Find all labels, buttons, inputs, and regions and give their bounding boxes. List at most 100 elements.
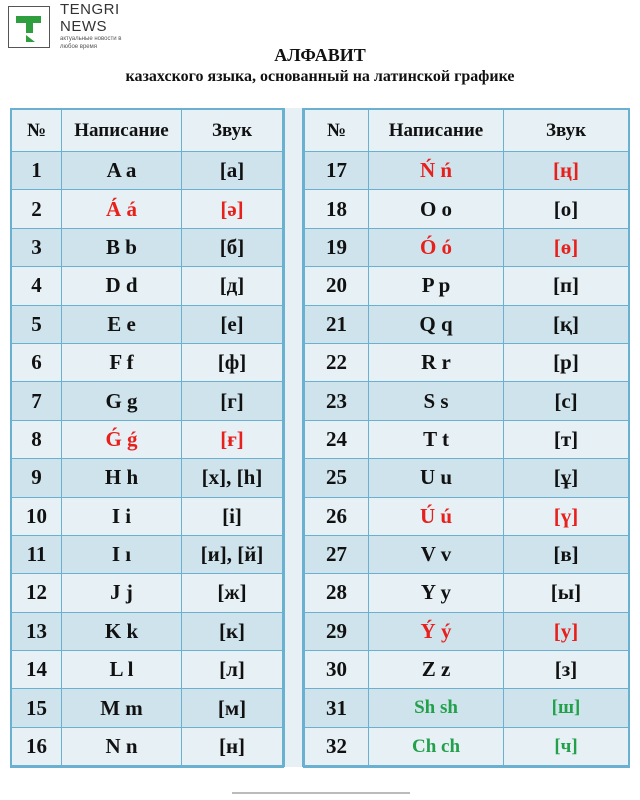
cell-sound: [ө] bbox=[504, 228, 628, 268]
cell-number: 16 bbox=[12, 727, 62, 767]
cell-number: 10 bbox=[12, 497, 62, 536]
header-sound: Звук bbox=[504, 110, 628, 152]
cell-sound: [ң] bbox=[504, 152, 628, 191]
cell-letter: I ı bbox=[62, 535, 182, 575]
cell-sound: [у] bbox=[504, 612, 628, 652]
cell-sound: [ә] bbox=[182, 190, 282, 229]
cell-number: 8 bbox=[12, 420, 62, 460]
cell-sound: [і] bbox=[182, 497, 282, 536]
cell-letter: R r bbox=[369, 343, 504, 383]
cell-sound: [о] bbox=[504, 190, 628, 229]
cell-number: 2 bbox=[12, 190, 62, 229]
cell-letter: G g bbox=[62, 382, 182, 421]
cell-sound: [е] bbox=[182, 305, 282, 344]
cell-letter: Z z bbox=[369, 651, 504, 690]
cell-sound: [б] bbox=[182, 228, 282, 268]
cell-letter: E e bbox=[62, 305, 182, 344]
header-number: № bbox=[12, 110, 62, 152]
cell-letter: J j bbox=[62, 574, 182, 613]
alphabet-table-left: № Написание Звук 1 A a [а] 2 Á á [ә] 3 B b [б] 4 D d[… bbox=[10, 108, 284, 769]
cell-letter: N n bbox=[62, 727, 182, 767]
cell-sound: [з] bbox=[504, 651, 628, 690]
cell-letter: L l bbox=[62, 651, 182, 690]
cell-letter: H h bbox=[62, 459, 182, 498]
cell-sound: [п] bbox=[504, 267, 628, 306]
page-title: АЛФАВИТ bbox=[274, 45, 366, 65]
header-sound: Звук bbox=[182, 110, 282, 152]
brand-name-2: NEWS bbox=[60, 18, 107, 35]
cell-letter: F f bbox=[62, 343, 182, 383]
table-divider bbox=[284, 108, 303, 767]
cell-number: 14 bbox=[12, 651, 62, 690]
cell-sound: [р] bbox=[504, 343, 628, 383]
cell-letter: Ch ch bbox=[369, 727, 504, 767]
cell-sound: [ф] bbox=[182, 343, 282, 383]
cell-letter: Ý ý bbox=[369, 612, 504, 652]
cell-number: 22 bbox=[305, 343, 369, 383]
cell-letter: T t bbox=[369, 420, 504, 460]
cell-letter: P p bbox=[369, 267, 504, 306]
brand-name-1: TENGRI bbox=[60, 1, 120, 18]
cell-letter: Q q bbox=[369, 305, 504, 344]
cell-sound: [ү] bbox=[504, 497, 628, 536]
bottom-rule bbox=[232, 792, 410, 794]
header-spelling: Написание bbox=[369, 110, 504, 152]
cell-letter: O o bbox=[369, 190, 504, 229]
cell-letter: D d bbox=[62, 267, 182, 306]
cell-number: 17 bbox=[305, 152, 369, 191]
cell-letter: B b bbox=[62, 228, 182, 268]
cell-number: 32 bbox=[305, 727, 369, 767]
page-subtitle: казахского языка, основанный на латинско… bbox=[125, 68, 515, 85]
cell-letter: A a bbox=[62, 152, 182, 191]
brand-tagline: актуальные новости в любое время bbox=[60, 36, 122, 50]
cell-sound: [қ] bbox=[504, 305, 628, 344]
cell-number: 26 bbox=[305, 497, 369, 536]
tengri-news-logo bbox=[8, 6, 50, 48]
cell-letter: Ó ó bbox=[369, 228, 504, 268]
cell-letter: Ú ú bbox=[369, 497, 504, 536]
alphabet-table-right: № Написание Звук 17 Ń ń [ң] 18 O o [о] 19 Ó ó [ө] 20… bbox=[303, 108, 630, 769]
cell-letter: U u bbox=[369, 459, 504, 498]
cell-sound: [а] bbox=[182, 152, 282, 191]
cell-number: 28 bbox=[305, 574, 369, 613]
cell-sound: [ұ] bbox=[504, 459, 628, 498]
cell-number: 18 bbox=[305, 190, 369, 229]
cell-sound: [х], [h] bbox=[182, 459, 282, 498]
cell-number: 7 bbox=[12, 382, 62, 421]
cell-number: 24 bbox=[305, 420, 369, 460]
cell-letter: Y y bbox=[369, 574, 504, 613]
cell-letter: M m bbox=[62, 689, 182, 728]
cell-sound: [н] bbox=[182, 727, 282, 767]
cell-sound: [д] bbox=[182, 267, 282, 306]
cell-sound: [г] bbox=[182, 382, 282, 421]
cell-sound: [с] bbox=[504, 382, 628, 421]
cell-number: 3 bbox=[12, 228, 62, 268]
cell-sound: [ы] bbox=[504, 574, 628, 613]
cell-letter: Ǵ ǵ bbox=[62, 420, 182, 460]
cell-number: 6 bbox=[12, 343, 62, 383]
cell-sound: [ж] bbox=[182, 574, 282, 613]
header-spelling: Написание bbox=[62, 110, 182, 152]
cell-number: 21 bbox=[305, 305, 369, 344]
cell-number: 25 bbox=[305, 459, 369, 498]
cell-number: 5 bbox=[12, 305, 62, 344]
cell-letter: Á á bbox=[62, 190, 182, 229]
cell-sound: [ш] bbox=[504, 689, 628, 728]
cell-sound: [м] bbox=[182, 689, 282, 728]
cell-number: 23 bbox=[305, 382, 369, 421]
header-number: № bbox=[305, 110, 369, 152]
brand: TENGRI NEWS актуальные новости в любое в… bbox=[60, 1, 122, 51]
cell-number: 12 bbox=[12, 574, 62, 613]
cell-sound: [к] bbox=[182, 612, 282, 652]
cell-sound: [ғ] bbox=[182, 420, 282, 460]
cell-number: 1 bbox=[12, 152, 62, 191]
cell-letter: S s bbox=[369, 382, 504, 421]
cell-number: 19 bbox=[305, 228, 369, 268]
cell-letter: Sh sh bbox=[369, 689, 504, 728]
cell-number: 27 bbox=[305, 535, 369, 575]
cell-number: 11 bbox=[12, 535, 62, 575]
cell-sound: [и], [й] bbox=[182, 535, 282, 575]
cell-letter: V v bbox=[369, 535, 504, 575]
cell-letter: Ń ń bbox=[369, 152, 504, 191]
cell-sound: [в] bbox=[504, 535, 628, 575]
